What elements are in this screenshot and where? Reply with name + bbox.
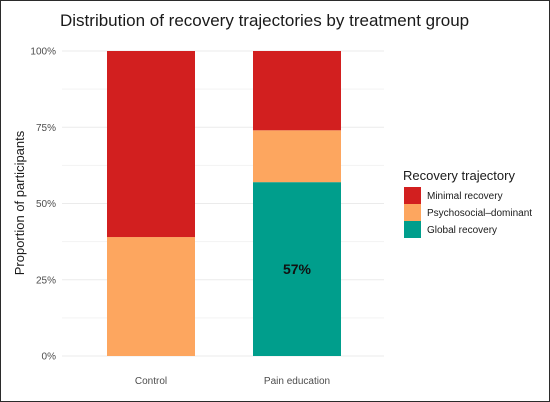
legend-item-label: Minimal recovery [427, 191, 503, 202]
legend-key [404, 204, 421, 221]
y-tick-label: 75% [36, 123, 56, 134]
bar-segment-global-recovery-pain-education [253, 182, 341, 356]
data-label: 57% [283, 261, 312, 277]
y-axis-ticks: 0% 25% 50% 75% 100% [30, 47, 56, 363]
legend-title: Recovery trajectory [403, 168, 515, 183]
data-labels: 57% [283, 261, 312, 277]
x-axis-ticks: Control Pain education [135, 376, 330, 387]
x-tick-label: Control [135, 376, 167, 387]
legend-item-label: Global recovery [427, 225, 497, 236]
legend-key [404, 187, 421, 204]
bar-segment-minimal-recovery-control [107, 51, 195, 238]
y-tick-label: 0% [42, 352, 57, 363]
legend-key [404, 221, 421, 238]
y-tick-label: 100% [30, 47, 56, 58]
y-axis-label: Proportion of participants [12, 130, 27, 275]
bars [107, 51, 341, 356]
bar-segment-psychosocial-dominant-pain-education [253, 130, 341, 183]
legend: Recovery trajectory Minimal recovery Psyc… [403, 168, 532, 238]
bar-segment-minimal-recovery-pain-education [253, 51, 341, 131]
y-tick-label: 50% [36, 199, 56, 210]
legend-item-label: Psychosocial–dominant [427, 208, 532, 219]
y-tick-label: 25% [36, 275, 56, 286]
x-tick-label: Pain education [264, 376, 330, 387]
chart-title: Distribution of recovery trajectories by… [60, 11, 469, 30]
bar-segment-psychosocial-dominant-control [107, 237, 195, 356]
